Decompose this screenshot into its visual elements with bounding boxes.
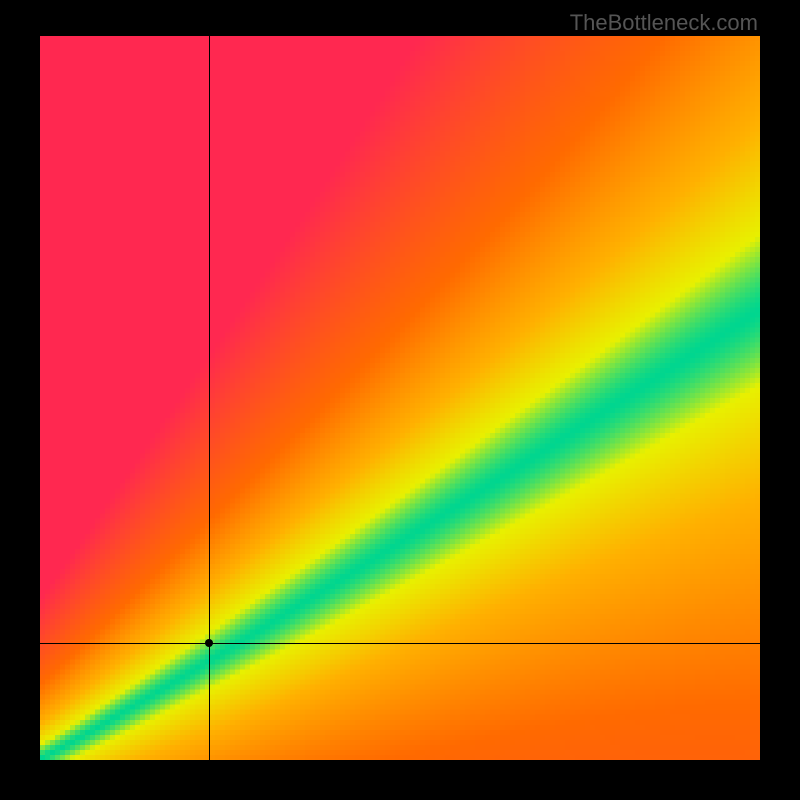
heatmap-plot: [40, 36, 760, 760]
crosshair-horizontal: [40, 643, 760, 644]
crosshair-point: [205, 639, 213, 647]
watermark-text: TheBottleneck.com: [570, 10, 758, 36]
heatmap-canvas: [40, 36, 760, 760]
crosshair-vertical: [209, 36, 210, 760]
